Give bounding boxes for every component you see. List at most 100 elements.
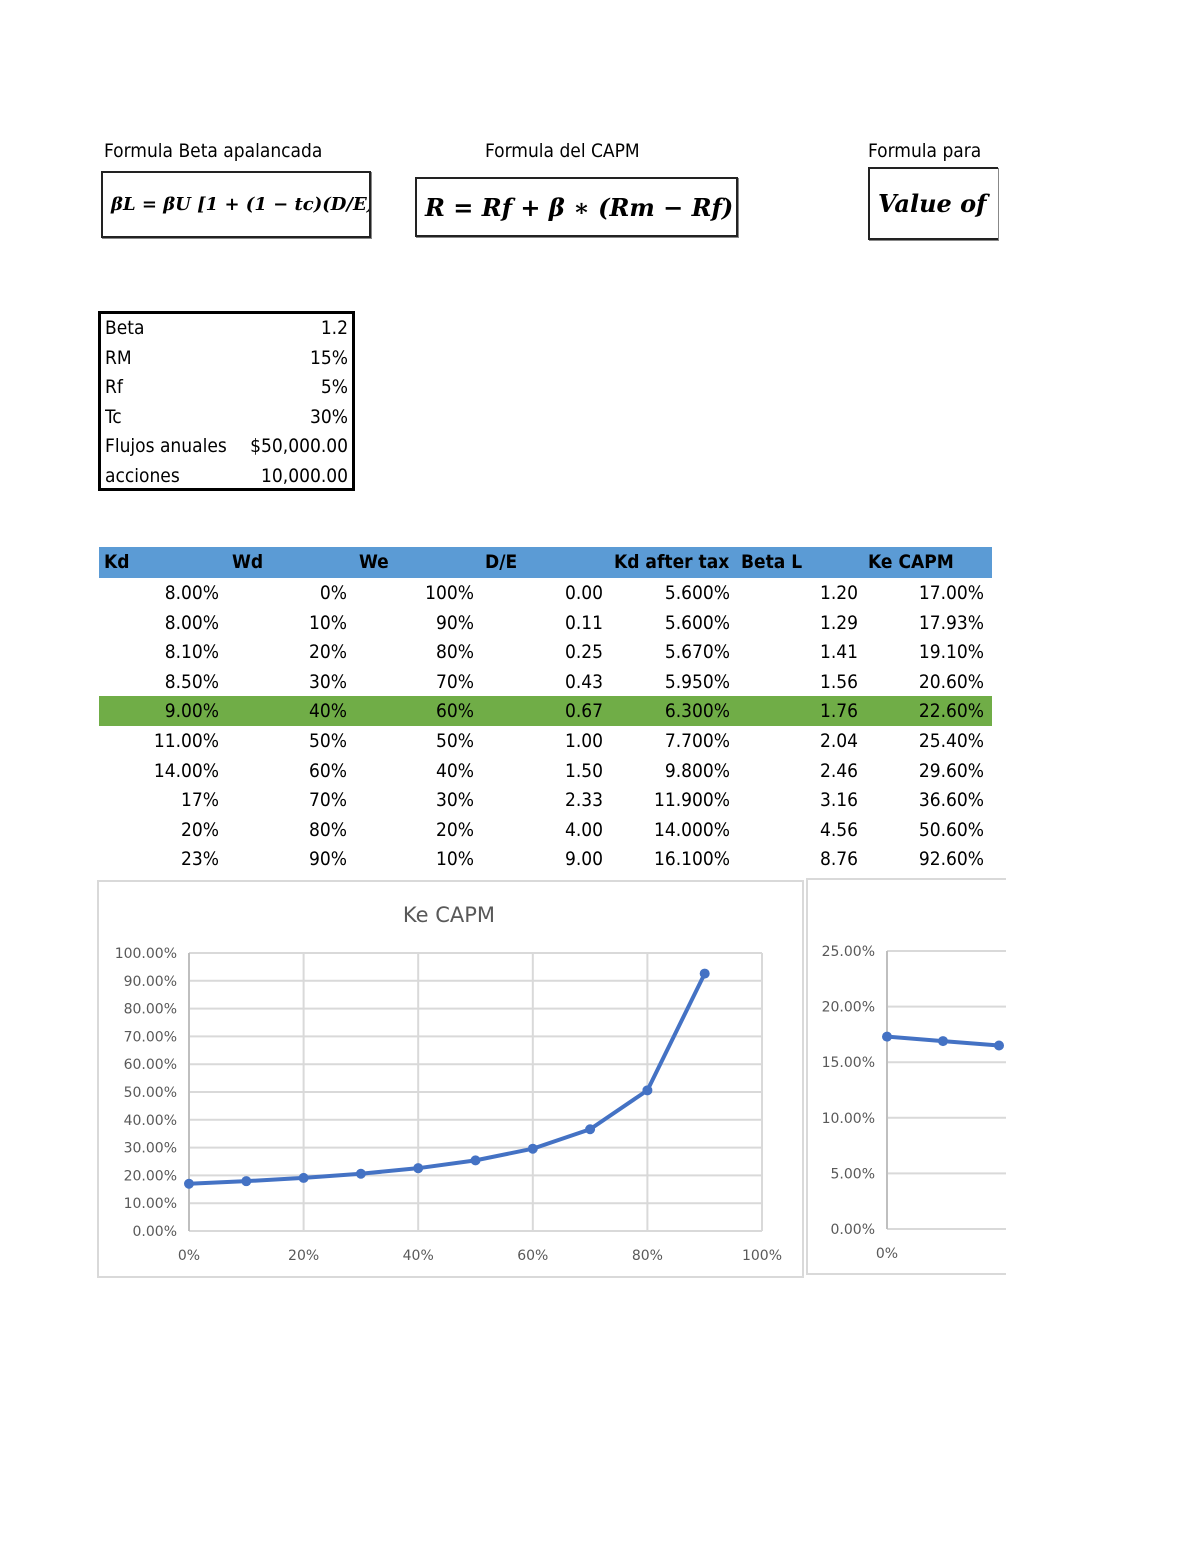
chart-title: Ke CAPM <box>403 903 495 927</box>
table-cell: 11.900% <box>653 789 730 812</box>
parameters-table: Beta 1.2 RM 15% Rf 5% Tc 30% Flujos anuales $… <box>98 311 355 491</box>
param-label: acciones <box>105 464 180 487</box>
y-tick-label: 60.00% <box>124 1057 177 1073</box>
y-tick-label: 0.00% <box>133 1224 177 1240</box>
table-cell: 25.40% <box>918 729 984 752</box>
formula-beta-image: βL = βU [1 + (1 − tc)(D/E)] <box>101 171 371 238</box>
table-row: 8.50% 30% 70% 0.43 5.950% 1.56 20.60% <box>99 667 992 697</box>
table-cell: 5.670% <box>664 641 730 664</box>
y-tick-label: 40.00% <box>124 1113 177 1129</box>
table-cell: 1.76 <box>819 700 858 723</box>
table-cell: 6.300% <box>664 700 730 723</box>
param-label: Flujos anuales <box>105 435 227 457</box>
column-header: Kd after tax <box>614 551 730 573</box>
table-cell: 17.93% <box>918 611 984 634</box>
y-tick-label: 50.00% <box>124 1085 177 1101</box>
param-row: Flujos anuales $50,000.00 <box>101 432 352 462</box>
table-header: Kd Wd We D/E Kd after tax Beta L Ke CAPM <box>99 547 992 578</box>
table-cell: 3.16 <box>819 789 858 812</box>
formula-title-value: Formula para <box>868 140 982 162</box>
table-cell: 5.600% <box>664 611 730 634</box>
x-tick-label: 40% <box>403 1248 434 1264</box>
data-point <box>241 1176 252 1187</box>
ke-capm-chart: 0.00% 10.00% 20.00% 30.00% 40.00% 50.00% 60.00… <box>97 880 804 1278</box>
table-cell: 1.20 <box>819 582 858 604</box>
param-row: acciones 10,000.00 <box>101 462 352 492</box>
table-cell: 7.700% <box>664 729 730 752</box>
table-cell: 36.60% <box>918 789 984 812</box>
column-header: Beta L <box>741 551 803 573</box>
param-value: 1.2 <box>320 317 348 339</box>
param-row: Beta 1.2 <box>101 314 352 344</box>
table-cell: 22.60% <box>918 700 984 723</box>
column-header: We <box>359 551 389 573</box>
table-cell: 8.76 <box>819 848 858 871</box>
y-tick-label: 10.00% <box>124 1196 177 1212</box>
table-cell: 10% <box>436 848 474 871</box>
table-cell: 30% <box>309 670 347 693</box>
table-cell: 19.10% <box>918 641 984 664</box>
x-tick-label: 80% <box>632 1248 663 1264</box>
table-cell: 5.600% <box>664 582 730 604</box>
table-cell: 20.60% <box>918 670 984 693</box>
data-point <box>355 1168 366 1179</box>
table-cell: 1.50 <box>564 759 603 782</box>
param-value: 5% <box>320 376 348 398</box>
param-label: Tc <box>105 405 122 428</box>
y-tick-label: 5.00% <box>831 1166 875 1182</box>
column-header: D/E <box>485 551 518 573</box>
param-label: Rf <box>105 376 123 398</box>
table-cell: 40% <box>436 759 474 782</box>
x-tick-label: 20% <box>288 1248 319 1264</box>
table-cell: 14.000% <box>653 818 730 841</box>
table-row: 9.00% 40% 60% 0.67 6.300% 1.76 22.60% <box>99 696 992 726</box>
y-tick-label: 20.00% <box>822 1000 875 1016</box>
table-cell: 10% <box>309 611 347 634</box>
param-label: Beta <box>105 317 145 339</box>
data-point <box>413 1163 424 1174</box>
table-cell: 14.00% <box>153 759 219 782</box>
column-header: Ke CAPM <box>868 551 954 573</box>
table-cell: 92.60% <box>918 848 984 871</box>
column-header: Wd <box>232 551 264 573</box>
table-row: 8.00% 10% 90% 0.11 5.600% 1.29 17.93% <box>99 608 992 638</box>
x-tick-label: 60% <box>517 1248 548 1264</box>
param-value: $50,000.00 <box>250 435 348 457</box>
param-value: 30% <box>310 405 348 428</box>
y-tick-label: 30.00% <box>124 1141 177 1157</box>
x-tick-label: 0% <box>876 1246 898 1262</box>
table-row: 11.00% 50% 50% 1.00 7.700% 2.04 25.40% <box>99 726 992 756</box>
table-cell: 9.800% <box>664 759 730 782</box>
table-cell: 50% <box>309 729 347 752</box>
data-point <box>938 1036 948 1047</box>
table-cell: 29.60% <box>918 759 984 782</box>
table-cell: 50% <box>436 729 474 752</box>
param-row: RM 15% <box>101 344 352 374</box>
y-tick-label: 100.00% <box>115 946 177 962</box>
table-cell: 30% <box>436 789 474 812</box>
table-cell: 2.33 <box>564 789 603 812</box>
table-cell: 17% <box>181 789 219 812</box>
table-cell: 11.00% <box>153 729 219 752</box>
table-cell: 100% <box>425 582 474 604</box>
data-point <box>882 1031 892 1042</box>
table-cell: 9.00% <box>164 700 219 723</box>
y-tick-label: 15.00% <box>822 1055 875 1071</box>
data-point <box>994 1040 1004 1051</box>
second-chart: 0.00% 5.00% 10.00% 15.00% 20.00% 25.00% 0% <box>806 878 1006 1275</box>
table-cell: 90% <box>309 848 347 871</box>
formula-title-beta: Formula Beta apalancada <box>104 140 323 162</box>
data-point <box>184 1178 194 1189</box>
table-cell: 5.950% <box>664 670 730 693</box>
table-cell: 1.56 <box>819 670 858 693</box>
y-tick-label: 25.00% <box>822 944 875 960</box>
table-cell: 0.00 <box>564 582 603 604</box>
table-row: 17% 70% 30% 2.33 11.900% 3.16 36.60% <box>99 785 992 815</box>
table-cell: 4.56 <box>819 818 858 841</box>
table-cell: 2.04 <box>819 729 858 752</box>
y-tick-label: 20.00% <box>124 1168 177 1184</box>
table-cell: 0.43 <box>564 670 603 693</box>
table-cell: 8.00% <box>164 582 219 604</box>
table-cell: 8.00% <box>164 611 219 634</box>
param-value: 15% <box>310 346 348 369</box>
